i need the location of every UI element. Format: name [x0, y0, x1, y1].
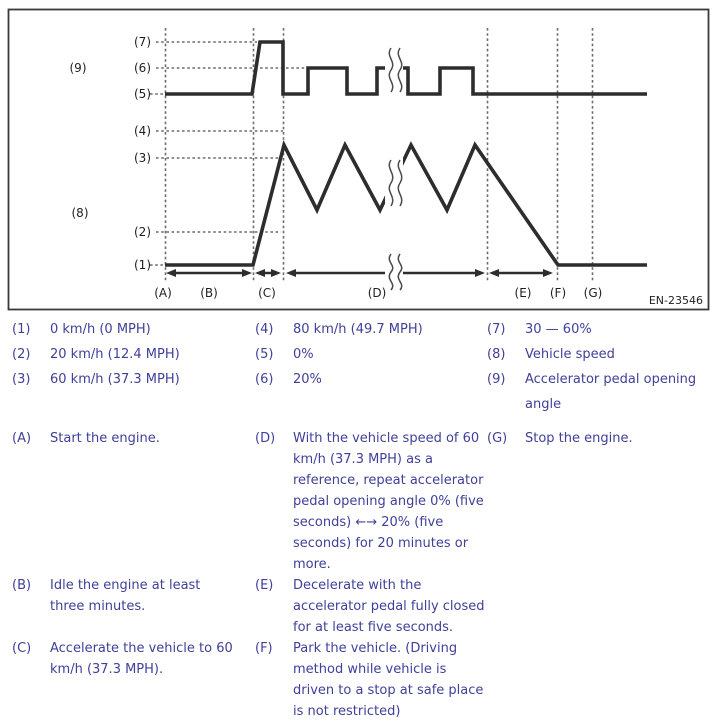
- step-text: With the vehicle speed of 60 km/h (37.3 …: [293, 431, 484, 572]
- legend-item-number: (7): [487, 322, 506, 337]
- phase-e-label: (E): [515, 286, 532, 300]
- level-6-label: (6): [134, 61, 151, 75]
- step-letter: (E): [255, 578, 274, 593]
- step-c: (C) Accelerate the vehicle to 60 km/h (3…: [12, 638, 255, 722]
- legend-item-text: 20%: [293, 372, 322, 387]
- legend-item-5: (5) 0%: [255, 342, 487, 367]
- speed-waveform: [165, 139, 647, 267]
- legend-item-6: (6) 20%: [255, 367, 487, 392]
- waveform-diagram: (7) (6) (5) (4) (3) (2) (1) (9) (8) (A) …: [7, 8, 710, 311]
- step-a: (A) Start the engine.: [12, 428, 255, 575]
- step-letter: (B): [12, 578, 32, 593]
- level-4-label: (4): [134, 124, 151, 138]
- legend-item-text: 80 km/h (49.7 MPH): [293, 322, 423, 337]
- legend-item-number: (2): [12, 347, 31, 362]
- level-1-label: (1): [134, 258, 151, 272]
- step-text: Idle the engine at least three minutes.: [50, 578, 201, 614]
- legend-item-number: (6): [255, 372, 274, 387]
- drive-pattern-figure: (7) (6) (5) (4) (3) (2) (1) (9) (8) (A) …: [0, 0, 716, 316]
- legend-item-4: (4) 80 km/h (49.7 MPH): [255, 317, 487, 342]
- legend-item-2: (2) 20 km/h (12.4 MPH): [12, 342, 255, 367]
- figure-code: EN-23546: [649, 294, 703, 307]
- level-5-label: (5): [134, 87, 151, 101]
- level-2-label: (2): [134, 225, 151, 239]
- step-letter: (G): [487, 431, 508, 446]
- speed-curve-label: (8): [72, 206, 89, 220]
- phase-labels: (A) (B) (C) (D) (E) (F) (G): [154, 286, 602, 300]
- legend-values-col-1: (1) 0 km/h (0 MPH) (2) 20 km/h (12.4 MPH…: [12, 317, 255, 417]
- legend-item-1: (1) 0 km/h (0 MPH): [12, 317, 255, 342]
- step-text: Start the engine.: [50, 431, 160, 446]
- legend-item-text: 60 km/h (37.3 MPH): [50, 372, 180, 387]
- legend-steps: (A) Start the engine. (D) With the vehic…: [12, 428, 712, 722]
- arrowheads: [166, 269, 553, 277]
- legend-item-8: (8) Vehicle speed: [487, 342, 712, 367]
- phase-f-label: (F): [550, 286, 566, 300]
- legend-values-col-2: (4) 80 km/h (49.7 MPH) (5) 0% (6) 20%: [255, 317, 487, 417]
- legend-values: (1) 0 km/h (0 MPH) (2) 20 km/h (12.4 MPH…: [12, 317, 712, 417]
- accelerator-waveform: [165, 40, 647, 96]
- level-3-label: (3): [134, 151, 151, 165]
- step-text: Park the vehicle. (Driving method while …: [293, 641, 484, 719]
- figure-legend: (1) 0 km/h (0 MPH) (2) 20 km/h (12.4 MPH…: [12, 317, 712, 722]
- legend-item-9: (9) Accelerator pedal opening angle: [487, 367, 712, 417]
- step-text: Accelerate the vehicle to 60 km/h (37.3 …: [50, 641, 233, 677]
- step-letter: (F): [255, 641, 273, 656]
- step-e: (E) Decelerate with the accelerator peda…: [255, 575, 487, 638]
- accelerator-curve-label: (9): [70, 61, 87, 75]
- step-g: (G) Stop the engine.: [487, 428, 712, 575]
- phase-b-label: (B): [200, 286, 218, 300]
- legend-item-text: 0 km/h (0 MPH): [50, 322, 151, 337]
- phase-c-label: (C): [258, 286, 276, 300]
- step-letter: (D): [255, 431, 276, 446]
- level-7-label: (7): [134, 35, 151, 49]
- phase-g-label: (G): [584, 286, 603, 300]
- legend-item-7: (7) 30 — 60%: [487, 317, 712, 342]
- legend-item-number: (8): [487, 347, 506, 362]
- level-labels: (7) (6) (5) (4) (3) (2) (1): [134, 35, 151, 272]
- legend-item-number: (1): [12, 322, 31, 337]
- legend-item-text: 30 — 60%: [525, 322, 592, 337]
- legend-item-3: (3) 60 km/h (37.3 MPH): [12, 367, 255, 392]
- phase-d-label: (D): [368, 286, 387, 300]
- step-b: (B) Idle the engine at least three minut…: [12, 575, 255, 638]
- legend-item-number: (9): [487, 372, 506, 387]
- legend-item-number: (4): [255, 322, 274, 337]
- legend-item-number: (5): [255, 347, 274, 362]
- legend-item-text: Accelerator pedal opening angle: [525, 372, 697, 412]
- break-marks: [385, 47, 403, 291]
- step-letter: (A): [12, 431, 32, 446]
- legend-item-number: (3): [12, 372, 31, 387]
- legend-item-text: 0%: [293, 347, 314, 362]
- step-f: (F) Park the vehicle. (Driving method wh…: [255, 638, 487, 722]
- step-text: Decelerate with the accelerator pedal fu…: [293, 578, 485, 635]
- step-text: Stop the engine.: [525, 431, 633, 446]
- step-d: (D) With the vehicle speed of 60 km/h (3…: [255, 428, 487, 575]
- phase-a-label: (A): [154, 286, 172, 300]
- step-letter: (C): [12, 641, 32, 656]
- legend-values-col-3: (7) 30 — 60% (8) Vehicle speed (9) Accel…: [487, 317, 712, 417]
- legend-item-text: 20 km/h (12.4 MPH): [50, 347, 180, 362]
- legend-item-text: Vehicle speed: [525, 347, 615, 362]
